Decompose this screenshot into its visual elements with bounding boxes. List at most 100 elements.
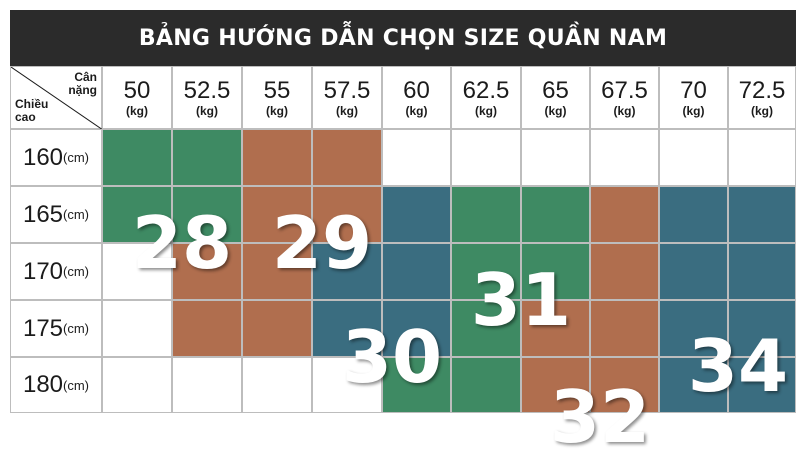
height-value: 165 <box>22 200 64 228</box>
size-cell-29 <box>172 300 242 357</box>
weight-unit: (kg) <box>613 103 636 118</box>
empty-cell <box>451 129 521 186</box>
weight-value: 62.5 <box>462 76 510 104</box>
size-cell-32 <box>590 243 659 300</box>
weight-value: 50 <box>123 76 151 104</box>
empty-cell <box>659 129 728 186</box>
size-cell-34 <box>728 300 796 357</box>
size-cell-30 <box>382 300 451 357</box>
corner-height-label: Chiều cao <box>15 97 49 124</box>
height-unit: (cm) <box>63 377 90 393</box>
weight-header: 52.5 (kg) <box>172 66 242 129</box>
size-cell-30 <box>382 186 451 243</box>
size-cell-34 <box>659 186 728 243</box>
weight-header: 65 (kg) <box>521 66 590 129</box>
height-value: 175 <box>22 314 64 342</box>
empty-cell <box>102 357 172 413</box>
weight-header: 57.5 (kg) <box>312 66 382 129</box>
size-cell-29 <box>312 186 382 243</box>
chart-title: BẢNG HƯỚNG DẪN CHỌN SIZE QUẦN NAM <box>138 25 668 51</box>
size-cell-29 <box>312 129 382 186</box>
height-value: 160 <box>22 143 64 171</box>
size-cell-32 <box>590 300 659 357</box>
height-unit: (cm) <box>63 150 90 165</box>
size-cell-31 <box>521 243 590 300</box>
size-cell-28 <box>172 129 242 186</box>
weight-unit: (kg) <box>751 103 773 118</box>
size-cell-30 <box>382 243 451 300</box>
weight-header: 55 (kg) <box>242 66 312 129</box>
weight-value: 70 <box>680 76 707 104</box>
weight-value: 65 <box>542 76 569 104</box>
size-cell-28 <box>102 186 172 243</box>
empty-cell <box>728 129 796 186</box>
size-cell-34 <box>659 357 728 413</box>
weight-header: 62.5 (kg) <box>451 66 521 129</box>
weight-header: 67.5 (kg) <box>590 66 659 129</box>
size-label-28: 28 <box>131 201 233 285</box>
height-header: 175 (cm) <box>10 300 102 357</box>
size-label-31: 31 <box>470 258 572 342</box>
size-cell-32 <box>590 186 659 243</box>
size-cell-31 <box>451 186 521 243</box>
height-unit: (cm) <box>63 207 90 222</box>
weight-unit: (kg) <box>196 103 218 118</box>
weight-header: 50 (kg) <box>102 66 172 129</box>
empty-cell <box>242 357 312 413</box>
size-cell-29 <box>242 300 312 357</box>
size-cell-30 <box>312 300 382 357</box>
weight-header: 70 (kg) <box>659 66 728 129</box>
weight-unit: (kg) <box>126 103 148 118</box>
weight-header: 72.5 (kg) <box>728 66 796 129</box>
weight-value: 55 <box>263 76 291 104</box>
height-value: 180 <box>22 371 64 398</box>
weight-value: 72.5 <box>738 76 786 104</box>
empty-cell <box>172 357 242 413</box>
size-label-32: 32 <box>549 375 651 459</box>
size-cell-31 <box>521 186 590 243</box>
weight-unit: (kg) <box>405 103 428 118</box>
title-bar: BẢNG HƯỚNG DẪN CHỌN SIZE QUẦN NAM <box>10 10 796 66</box>
size-label-34: 34 <box>687 324 789 408</box>
weight-value: 57.5 <box>323 76 371 104</box>
size-cell-32 <box>521 357 590 413</box>
corner-diagonal <box>11 67 103 130</box>
size-label-30: 30 <box>341 315 443 399</box>
height-header: 170 (cm) <box>10 243 102 300</box>
empty-cell <box>382 129 451 186</box>
height-header: 180 (cm) <box>10 357 102 413</box>
weight-value: 52.5 <box>183 76 231 104</box>
size-cell-28 <box>102 129 172 186</box>
weight-unit: (kg) <box>336 103 358 118</box>
size-cell-31 <box>382 357 451 413</box>
size-label-29: 29 <box>271 201 373 285</box>
weight-value: 60 <box>403 76 430 104</box>
size-chart: BẢNG HƯỚNG DẪN CHỌN SIZE QUẦN NAM Cân nặn… <box>10 10 796 453</box>
weight-unit: (kg) <box>475 103 497 118</box>
height-header: 165 (cm) <box>10 186 102 243</box>
height-value: 170 <box>22 257 64 285</box>
empty-cell <box>102 243 172 300</box>
size-cell-32 <box>590 357 659 413</box>
size-cell-32 <box>521 300 590 357</box>
size-cell-34 <box>728 357 796 413</box>
weight-unit: (kg) <box>266 103 288 118</box>
size-cell-34 <box>728 186 796 243</box>
empty-cell <box>102 300 172 357</box>
empty-cell <box>590 129 659 186</box>
weight-value: 67.5 <box>601 76 648 104</box>
size-cell-31 <box>451 357 521 413</box>
weight-unit: (kg) <box>544 103 567 118</box>
size-cell-29 <box>242 129 312 186</box>
corner-cell: Cân nặng Chiều cao <box>10 66 103 130</box>
weight-header: 60 (kg) <box>382 66 451 129</box>
size-cell-29 <box>172 243 242 300</box>
size-grid: Cân nặng Chiều cao 50 (kg) 52.5 (kg) 55 (kg) 57.5(… <box>10 66 796 453</box>
height-unit: (cm) <box>63 321 90 336</box>
corner-weight-label: Cân nặng <box>68 70 97 97</box>
size-cell-30 <box>312 243 382 300</box>
height-header: 160 (cm) <box>10 129 102 186</box>
size-cell-34 <box>659 243 728 300</box>
height-unit: (cm) <box>63 264 90 279</box>
size-cell-29 <box>242 243 312 300</box>
